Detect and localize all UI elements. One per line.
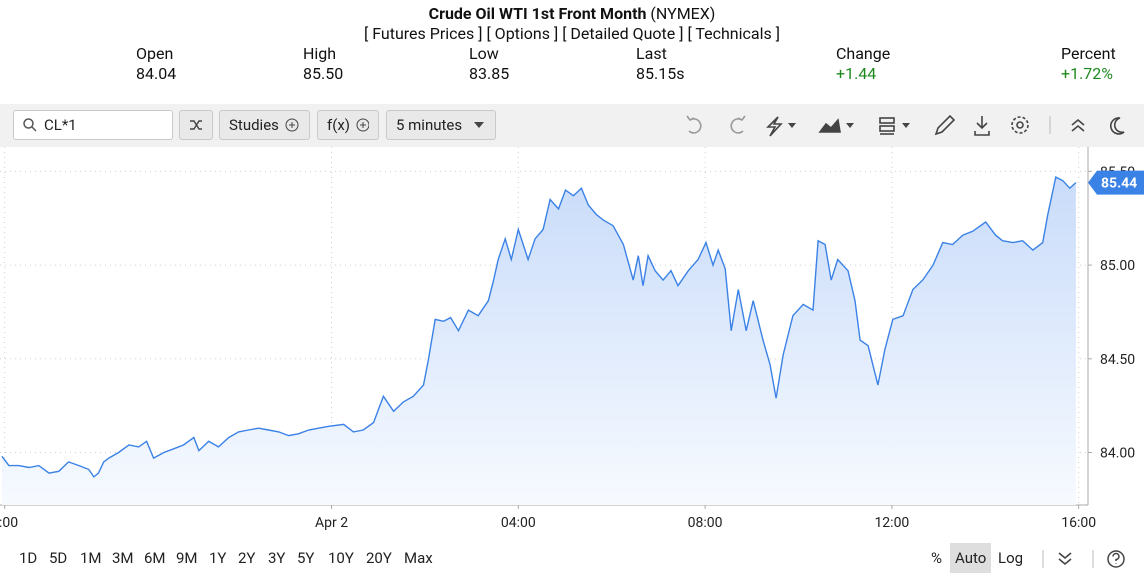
- last-price-badge: [1088, 170, 1144, 195]
- layout-icon-part: [879, 125, 895, 132]
- quote-value: 85.50: [303, 64, 344, 83]
- quote-label: Low: [469, 44, 499, 63]
- area-icon[interactable]: [818, 118, 841, 133]
- button-label: f(x): [327, 116, 351, 134]
- scale-button[interactable]: Log: [998, 549, 1024, 567]
- quote-header: Crude Oil WTI 1st Front Month (NYMEX): [0, 4, 1144, 23]
- layout-icon[interactable]: [879, 117, 895, 124]
- range-button[interactable]: 5Y: [297, 549, 315, 567]
- range-button[interactable]: 1D: [19, 549, 38, 567]
- collapse-icon[interactable]: [1071, 118, 1085, 132]
- shuffle-icon: [190, 120, 202, 130]
- settings-gear: [1011, 116, 1029, 134]
- link[interactable]: [ Options ]: [486, 24, 559, 43]
- link[interactable]: [ Technicals ]: [687, 24, 780, 43]
- x-tick-label: 7:00: [0, 515, 18, 531]
- x-tick-label: 12:00: [874, 515, 909, 531]
- quote-label: Percent: [1061, 44, 1116, 63]
- last-price-label: 85.44: [1101, 176, 1137, 192]
- theme-icon[interactable]: [1110, 117, 1125, 135]
- x-tick-label: 04:00: [501, 515, 536, 531]
- help-icon[interactable]: [1107, 550, 1125, 568]
- quote-label: Change: [836, 44, 891, 63]
- x-tick-label: Apr 2: [315, 515, 348, 531]
- quote-value: 85.15s: [636, 64, 685, 83]
- range-button[interactable]: 3Y: [268, 549, 286, 567]
- y-tick-label: 84.50: [1100, 352, 1135, 368]
- help-mark: [1112, 552, 1120, 564]
- range-button[interactable]: 1Y: [209, 549, 227, 567]
- settings-icon[interactable]: [1016, 121, 1024, 129]
- interval-select[interactable]: 5 minutes: [386, 110, 496, 140]
- lightning-icon[interactable]: [766, 116, 783, 137]
- range-button[interactable]: 20Y: [366, 549, 392, 567]
- range-button[interactable]: 3M: [112, 549, 134, 567]
- quote-label: High: [303, 44, 337, 63]
- function-button[interactable]: f(x): [317, 110, 379, 140]
- quote-label: Open: [136, 44, 174, 63]
- range-button[interactable]: 10Y: [328, 549, 354, 567]
- quote-value: 84.04: [136, 64, 177, 83]
- range-button[interactable]: 2Y: [238, 549, 256, 567]
- y-tick-label: 85.00: [1100, 258, 1135, 274]
- redo-arrow: [737, 115, 746, 122]
- quote-value: +1.44: [836, 64, 877, 83]
- toolbar-icons: [686, 114, 1125, 137]
- quote-links: [ Futures Prices ] [ Options ] [ Detaile…: [0, 24, 1144, 43]
- footer-icons: [1042, 550, 1125, 568]
- studies-button[interactable]: Studies: [219, 110, 310, 140]
- pencil-icon[interactable]: [934, 114, 956, 136]
- range-button[interactable]: 5D: [49, 549, 68, 567]
- y-tick-label: 84.00: [1100, 446, 1135, 462]
- download-icon[interactable]: [974, 116, 990, 136]
- search-icon: [23, 118, 37, 132]
- link[interactable]: [ Detailed Quote ]: [562, 24, 684, 43]
- range-button[interactable]: Max: [404, 549, 433, 567]
- quote-label: Last: [636, 44, 667, 63]
- plus-icon: [356, 118, 369, 132]
- exchange: (NYMEX): [650, 4, 716, 23]
- undo-arrow: [686, 115, 695, 122]
- quote-value: +1.72%: [1061, 64, 1113, 83]
- range-button[interactable]: 9M: [176, 549, 198, 567]
- scale-button[interactable]: %: [931, 549, 942, 567]
- instrument-title: Crude Oil WTI 1st Front Month: [428, 4, 647, 23]
- x-tick-label: 08:00: [688, 515, 723, 531]
- plus-icon: [285, 118, 299, 132]
- x-tick-label: 16:00: [1061, 515, 1096, 531]
- symbol: CL*1: [44, 116, 77, 134]
- button-label: Studies: [229, 116, 279, 134]
- range-button[interactable]: 1M: [80, 549, 102, 567]
- price-line: [1, 175, 1077, 478]
- compare-button[interactable]: [179, 110, 213, 140]
- scale-button-active[interactable]: Auto: [950, 543, 992, 573]
- range-button[interactable]: 6M: [144, 549, 166, 567]
- caret-icon: [474, 122, 485, 128]
- quote-value: 83.85: [469, 64, 510, 83]
- price-area: [1, 177, 1076, 505]
- button-label: 5 minutes: [396, 116, 463, 134]
- symbol-input[interactable]: CL*1: [13, 110, 173, 140]
- link[interactable]: [ Futures Prices ]: [364, 24, 483, 43]
- expand-icon[interactable]: [1058, 552, 1072, 566]
- carets: [788, 123, 910, 128]
